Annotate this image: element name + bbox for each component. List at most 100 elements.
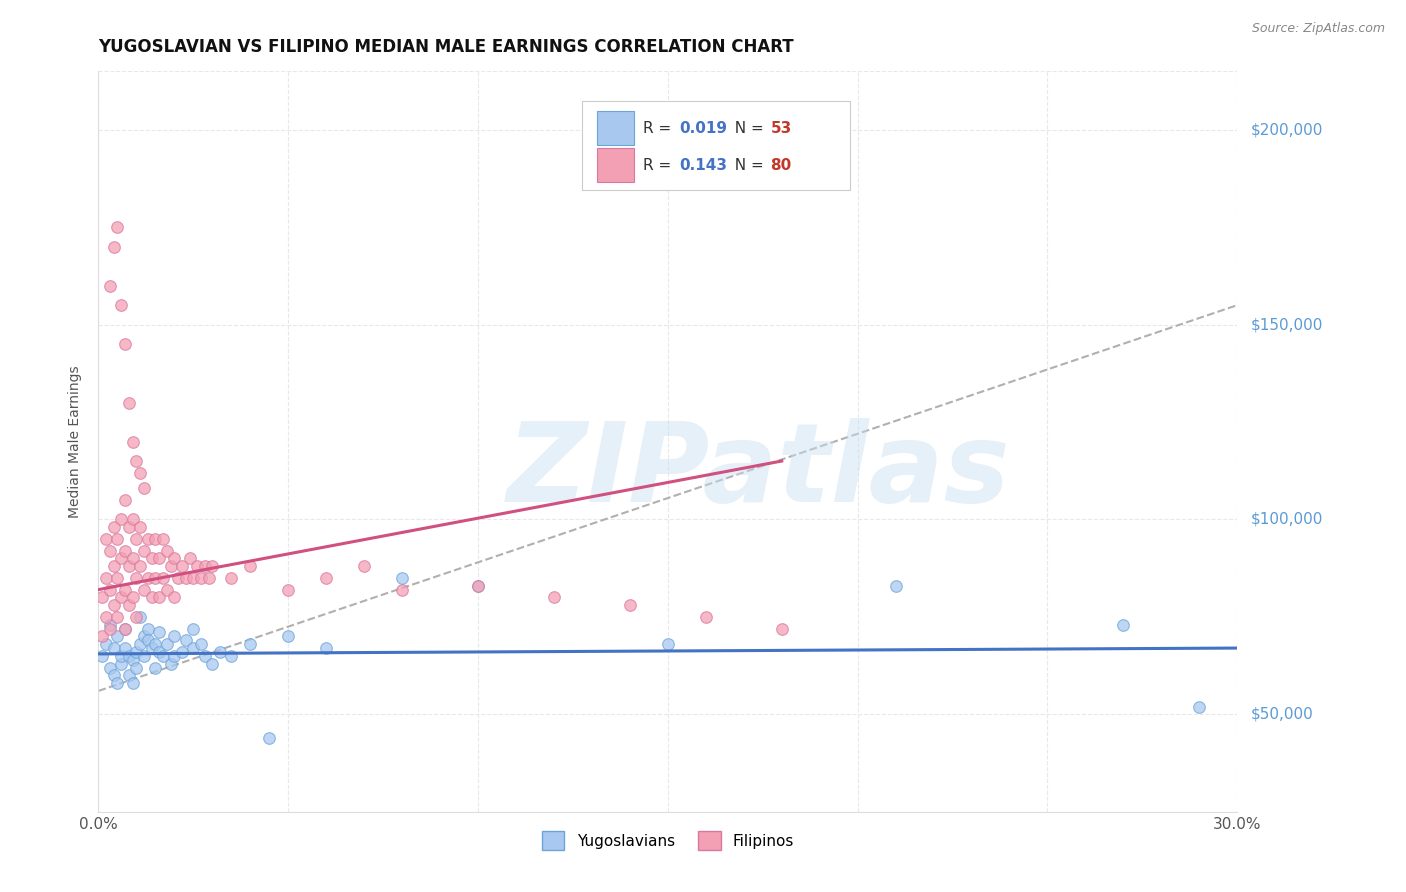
Point (136, 532, 159, 546)
Text: 0.019: 0.019 (679, 121, 727, 136)
Text: YUGOSLAVIAN VS FILIPINO MEDIAN MALE EARNINGS CORRELATION CHART: YUGOSLAVIAN VS FILIPINO MEDIAN MALE EARN… (98, 38, 794, 56)
Point (114, 543, 136, 558)
Point (121, 676, 143, 690)
Point (183, 571, 205, 585)
Point (695, 610, 717, 624)
Point (159, 559, 181, 574)
Point (156, 543, 179, 558)
Point (129, 610, 152, 624)
Point (118, 520, 141, 534)
Point (315, 641, 337, 656)
Point (107, 676, 129, 690)
Point (239, 637, 262, 651)
Legend: Yugoslavians, Filipinos: Yugoslavians, Filipinos (536, 825, 800, 856)
Text: R =: R = (643, 158, 676, 173)
Text: N =: N = (725, 158, 769, 173)
Text: $200,000: $200,000 (1251, 122, 1323, 137)
Point (110, 657, 132, 671)
Point (145, 571, 167, 585)
Text: 53: 53 (770, 121, 792, 136)
Point (201, 559, 224, 574)
Point (132, 648, 155, 663)
Point (107, 610, 129, 624)
Point (148, 645, 170, 659)
Point (221, 648, 243, 663)
Point (170, 559, 193, 574)
Point (259, 731, 281, 745)
Point (183, 641, 205, 656)
Point (121, 591, 143, 605)
Point (391, 582, 413, 597)
Point (132, 629, 155, 643)
Point (467, 579, 489, 593)
Text: 0.143: 0.143 (679, 158, 727, 173)
Point (148, 625, 170, 640)
Point (103, 520, 125, 534)
Y-axis label: Median Male Earnings: Median Male Earnings (69, 365, 83, 518)
Point (110, 591, 132, 605)
Text: $150,000: $150,000 (1251, 318, 1323, 332)
Text: N =: N = (725, 121, 769, 136)
Point (118, 598, 141, 612)
Point (98, 617, 121, 632)
Point (174, 633, 197, 648)
Point (107, 629, 129, 643)
Point (190, 637, 212, 651)
Point (167, 571, 190, 585)
Point (94, 532, 117, 546)
Point (121, 434, 143, 449)
Point (118, 395, 141, 409)
Point (114, 493, 136, 508)
Point (110, 298, 132, 312)
Point (114, 337, 136, 351)
Point (129, 520, 152, 534)
Point (141, 591, 163, 605)
Point (103, 240, 125, 254)
Point (136, 622, 159, 636)
Point (1112, 617, 1135, 632)
Point (132, 543, 155, 558)
Point (391, 571, 413, 585)
Point (657, 637, 679, 651)
Point (91, 591, 114, 605)
Point (114, 582, 136, 597)
Point (118, 648, 141, 663)
Point (114, 622, 136, 636)
Point (156, 637, 179, 651)
Point (194, 559, 217, 574)
Point (619, 598, 641, 612)
Point (148, 551, 170, 566)
Point (132, 481, 155, 495)
Point (103, 598, 125, 612)
Point (239, 559, 262, 574)
Point (315, 571, 337, 585)
Point (94, 637, 117, 651)
Point (148, 591, 170, 605)
Point (543, 591, 565, 605)
Point (159, 657, 181, 671)
Point (136, 633, 159, 648)
Text: 80: 80 (770, 158, 792, 173)
Point (277, 582, 299, 597)
Point (98, 660, 121, 674)
Point (152, 571, 174, 585)
Point (121, 653, 143, 667)
Point (190, 571, 212, 585)
Point (170, 645, 193, 659)
Point (125, 532, 148, 546)
Point (107, 571, 129, 585)
Point (353, 559, 375, 574)
Point (94, 610, 117, 624)
Point (201, 657, 224, 671)
Point (94, 571, 117, 585)
Point (1188, 699, 1211, 714)
Point (107, 532, 129, 546)
FancyBboxPatch shape (598, 112, 634, 145)
Text: R =: R = (643, 121, 676, 136)
Point (110, 551, 132, 566)
Point (110, 512, 132, 526)
Point (179, 551, 201, 566)
Point (221, 571, 243, 585)
Point (156, 582, 179, 597)
Point (129, 637, 152, 651)
